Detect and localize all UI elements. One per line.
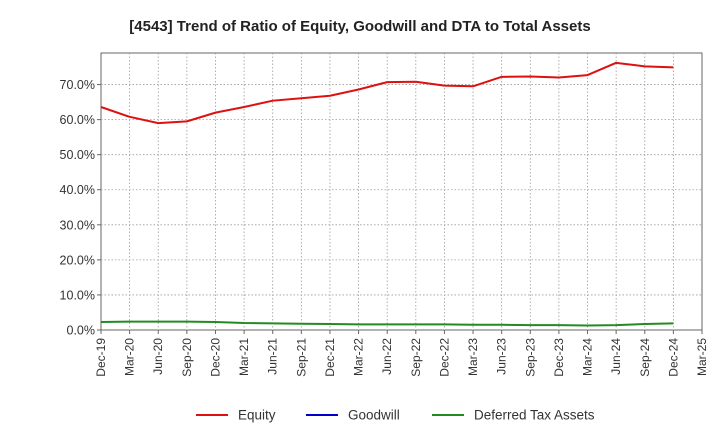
x-tick-label: Jun-20 xyxy=(151,338,165,375)
chart-title: [4543] Trend of Ratio of Equity, Goodwil… xyxy=(129,18,590,35)
series-line-deferred-tax-assets xyxy=(100,320,674,327)
y-tick-label: 40.0% xyxy=(60,183,95,197)
y-tick-label: 20.0% xyxy=(60,253,95,267)
x-tick-label: Dec-24 xyxy=(666,338,680,377)
grid xyxy=(100,52,703,331)
x-tick-label: Dec-22 xyxy=(437,338,451,377)
x-tick-label: Jun-22 xyxy=(380,338,394,375)
series-lines xyxy=(100,61,674,327)
y-tick-label: 70.0% xyxy=(60,78,95,92)
x-tick-label: Mar-24 xyxy=(581,338,595,376)
x-tick-label: Mar-22 xyxy=(352,338,366,376)
y-tick-label: 10.0% xyxy=(60,288,95,302)
y-tick-label: 60.0% xyxy=(60,113,95,127)
x-tick-label: Sep-24 xyxy=(638,338,652,377)
x-tick-label: Sep-20 xyxy=(180,338,194,377)
x-tick-label: Jun-24 xyxy=(609,338,623,375)
y-tick-label: 0.0% xyxy=(67,324,96,338)
x-tick-label: Dec-19 xyxy=(94,338,108,377)
legend: Equity Goodwill Deferred Tax Assets xyxy=(196,408,595,423)
axes: Dec-19 Mar-20 Jun-20 Sep-20 Dec-20 Mar-21 Jun-… xyxy=(60,78,709,377)
x-tick-label: Jun-21 xyxy=(266,338,280,375)
y-tick-label: 50.0% xyxy=(60,148,95,162)
y-tick-label: 30.0% xyxy=(60,218,95,232)
x-tick-label: Sep-23 xyxy=(523,338,537,377)
x-tick-label: Mar-20 xyxy=(123,338,137,376)
legend-label: Equity xyxy=(238,408,276,423)
x-tick-label: Mar-23 xyxy=(466,338,480,376)
legend-label: Deferred Tax Assets xyxy=(474,408,595,423)
x-tick-label: Mar-25 xyxy=(695,338,709,376)
x-tick-label: Sep-21 xyxy=(294,338,308,377)
x-tick-label: Dec-21 xyxy=(323,338,337,377)
legend-label: Goodwill xyxy=(348,408,400,423)
plot-area xyxy=(100,52,703,331)
x-tick-label: Mar-21 xyxy=(237,338,251,376)
x-tick-label: Dec-23 xyxy=(552,338,566,377)
x-tick-label: Sep-22 xyxy=(409,338,423,377)
x-tick-label: Dec-20 xyxy=(208,338,222,377)
series-line-equity xyxy=(100,61,674,125)
x-tick-label: Jun-23 xyxy=(495,338,509,375)
